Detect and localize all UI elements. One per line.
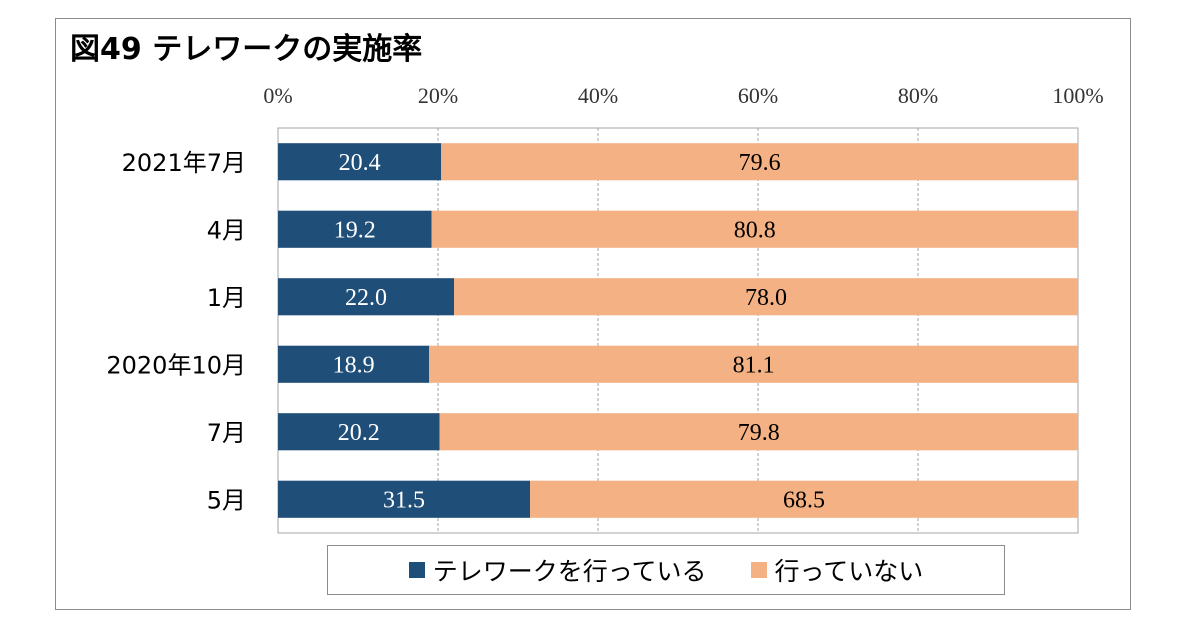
bar-not-telework: [441, 143, 1078, 181]
legend-item-telework: テレワークを行っている: [408, 552, 707, 588]
bar-telework: [278, 278, 454, 316]
bar-value-label: 18.9: [333, 352, 375, 378]
bar-value-label: 79.8: [738, 420, 780, 446]
legend-swatch-telework: [408, 562, 425, 578]
legend-swatch-not-telework: [750, 562, 767, 578]
bar-value-label: 22.0: [345, 285, 387, 311]
legend-item-not-telework: 行っていない: [750, 552, 924, 588]
bar-telework: [278, 210, 432, 248]
category-label: 7月: [207, 419, 246, 447]
bar-value-label: 31.5: [383, 487, 425, 513]
x-tick-label: 0%: [263, 83, 292, 108]
bar-value-label: 78.0: [745, 285, 787, 311]
bar-value-label: 79.6: [739, 150, 781, 176]
bar-value-label: 20.4: [339, 150, 381, 176]
bar-not-telework: [454, 278, 1078, 316]
plot-area: [277, 127, 1079, 534]
chart-legend: テレワークを行っている 行っていない: [327, 545, 1005, 595]
legend-label-telework: テレワークを行っている: [432, 557, 707, 586]
category-label: 5月: [207, 486, 246, 514]
x-tick-label: 60%: [738, 83, 778, 108]
bar-telework: [278, 413, 440, 451]
legend-label-not-telework: 行っていない: [774, 557, 924, 586]
category-label: 2021年7月: [122, 149, 246, 177]
bar-value-label: 80.8: [734, 217, 776, 243]
category-label: 1月: [207, 284, 246, 312]
category-label: 4月: [207, 216, 246, 244]
category-label: 2020年10月: [106, 351, 246, 379]
chart-title: 図49 テレワークの実施率: [70, 32, 423, 67]
bar-telework: [278, 345, 430, 383]
bar-value-label: 81.1: [733, 352, 775, 378]
x-tick-label: 100%: [1052, 83, 1103, 108]
bar-telework: [278, 143, 442, 181]
x-tick-label: 80%: [898, 83, 938, 108]
x-tick-label: 20%: [418, 83, 458, 108]
bar-not-telework: [530, 480, 1078, 518]
x-tick-label: 40%: [578, 83, 618, 108]
bar-not-telework: [439, 413, 1079, 451]
bar-value-label: 20.2: [338, 420, 380, 446]
bar-not-telework: [429, 345, 1078, 383]
bar-value-label: 19.2: [334, 217, 376, 243]
bar-not-telework: [431, 210, 1079, 248]
bar-value-label: 68.5: [783, 487, 825, 513]
bar-telework: [278, 480, 530, 518]
